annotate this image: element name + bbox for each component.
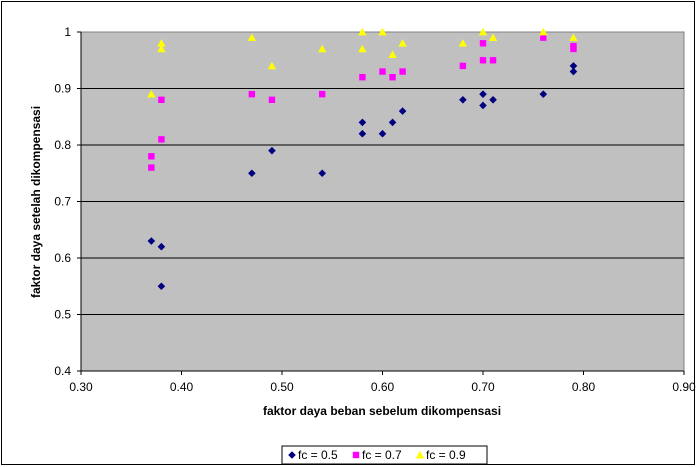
x-tick-label: 0.30 bbox=[69, 380, 93, 394]
diamond-data-point bbox=[479, 101, 487, 110]
series-group bbox=[147, 27, 578, 98]
y-tick-label: 0.9 bbox=[54, 82, 71, 96]
square-data-point bbox=[148, 164, 155, 171]
square-data-point bbox=[158, 96, 165, 103]
square-data-point bbox=[489, 57, 497, 64]
x-tick-label: 0.40 bbox=[170, 380, 194, 394]
diamond-data-point bbox=[378, 129, 387, 138]
legend-marker-diamond bbox=[288, 451, 296, 459]
legend-label: fc = 0.9 bbox=[426, 448, 466, 462]
diamond-data-point bbox=[358, 118, 367, 127]
diamond-data-point bbox=[268, 146, 276, 155]
gridlines bbox=[81, 88, 684, 315]
diamond-data-point bbox=[489, 96, 497, 104]
diamond-data-point bbox=[479, 90, 487, 98]
triangle-data-point bbox=[318, 44, 327, 53]
square-data-point bbox=[359, 74, 366, 81]
square-data-point bbox=[248, 90, 256, 98]
square-data-point bbox=[148, 153, 155, 160]
triangle-data-point bbox=[388, 50, 397, 58]
square-data-point bbox=[570, 42, 577, 50]
square-data-point bbox=[158, 136, 165, 143]
triangle-data-point bbox=[157, 39, 166, 47]
triangle-data-point bbox=[458, 39, 468, 47]
diamond-data-point bbox=[358, 129, 367, 138]
triangle-data-point bbox=[539, 27, 548, 36]
y-tick-label: 0.6 bbox=[54, 251, 71, 265]
diamond-data-point bbox=[248, 169, 256, 178]
legend-marker-triangle bbox=[415, 450, 425, 459]
x-tick-label: 0.60 bbox=[371, 380, 395, 394]
y-tick-label: 0.8 bbox=[54, 138, 71, 152]
diamond-data-point bbox=[157, 282, 166, 291]
diamond-data-point bbox=[147, 237, 156, 245]
legend: fc = 0.5 fc = 0.7 fc = 0.9 bbox=[281, 445, 488, 465]
diamond-data-point bbox=[157, 242, 166, 251]
series-group bbox=[147, 62, 578, 291]
y-tick-label: 0.4 bbox=[54, 364, 71, 378]
triangle-data-point bbox=[488, 33, 498, 42]
triangle-data-point bbox=[478, 27, 488, 36]
diamond-data-point bbox=[539, 90, 548, 98]
x-tick-label: 0.90 bbox=[672, 380, 696, 394]
triangle-data-point bbox=[157, 44, 166, 53]
diamond-data-point bbox=[318, 169, 326, 178]
square-data-point bbox=[399, 68, 406, 75]
data-points bbox=[147, 27, 578, 291]
triangle-data-point bbox=[358, 44, 367, 53]
triangle-data-point bbox=[569, 33, 578, 42]
square-data-point bbox=[459, 62, 467, 70]
triangle-data-point bbox=[358, 27, 367, 36]
triangle-data-point bbox=[147, 89, 156, 98]
square-data-point bbox=[479, 40, 487, 47]
legend-marker-square bbox=[352, 451, 360, 459]
x-axis-title: faktor daya beban sebelum dikompensasi bbox=[263, 404, 501, 418]
x-tick-label: 0.70 bbox=[471, 380, 495, 394]
square-data-point bbox=[379, 68, 386, 75]
y-tick-label: 0.5 bbox=[54, 308, 71, 322]
triangle-data-point bbox=[267, 61, 277, 70]
triangle-data-point bbox=[247, 33, 257, 42]
square-data-point bbox=[389, 74, 396, 81]
y-axis-title: faktor daya setelah dikompensasi bbox=[29, 106, 43, 298]
triangle-data-point bbox=[378, 27, 387, 36]
series-group bbox=[148, 34, 577, 171]
y-tick-labels: 0.4 0.5 0.6 0.7 0.8 0.9 1 bbox=[54, 25, 71, 378]
x-tick-label: 0.50 bbox=[270, 380, 294, 394]
x-tick-labels: 0.30 0.40 0.50 0.60 0.70 0.80 0.90 bbox=[69, 380, 696, 394]
axes bbox=[77, 31, 685, 375]
legend-label: fc = 0.5 bbox=[298, 448, 338, 462]
diamond-data-point bbox=[459, 96, 467, 104]
diamond-data-point bbox=[388, 118, 397, 127]
diamond-data-point bbox=[569, 67, 578, 76]
diamond-data-point bbox=[398, 107, 407, 115]
square-data-point bbox=[319, 90, 326, 98]
square-data-point bbox=[540, 34, 547, 41]
square-data-point bbox=[268, 96, 276, 103]
y-tick-label: 1 bbox=[64, 25, 71, 39]
legend-box bbox=[281, 445, 488, 465]
triangle-data-point bbox=[398, 39, 407, 47]
diamond-data-point bbox=[569, 62, 578, 70]
x-tick-label: 0.80 bbox=[572, 380, 596, 394]
legend-label: fc = 0.7 bbox=[362, 448, 402, 462]
y-tick-label: 0.7 bbox=[54, 195, 71, 209]
square-data-point bbox=[479, 57, 487, 64]
